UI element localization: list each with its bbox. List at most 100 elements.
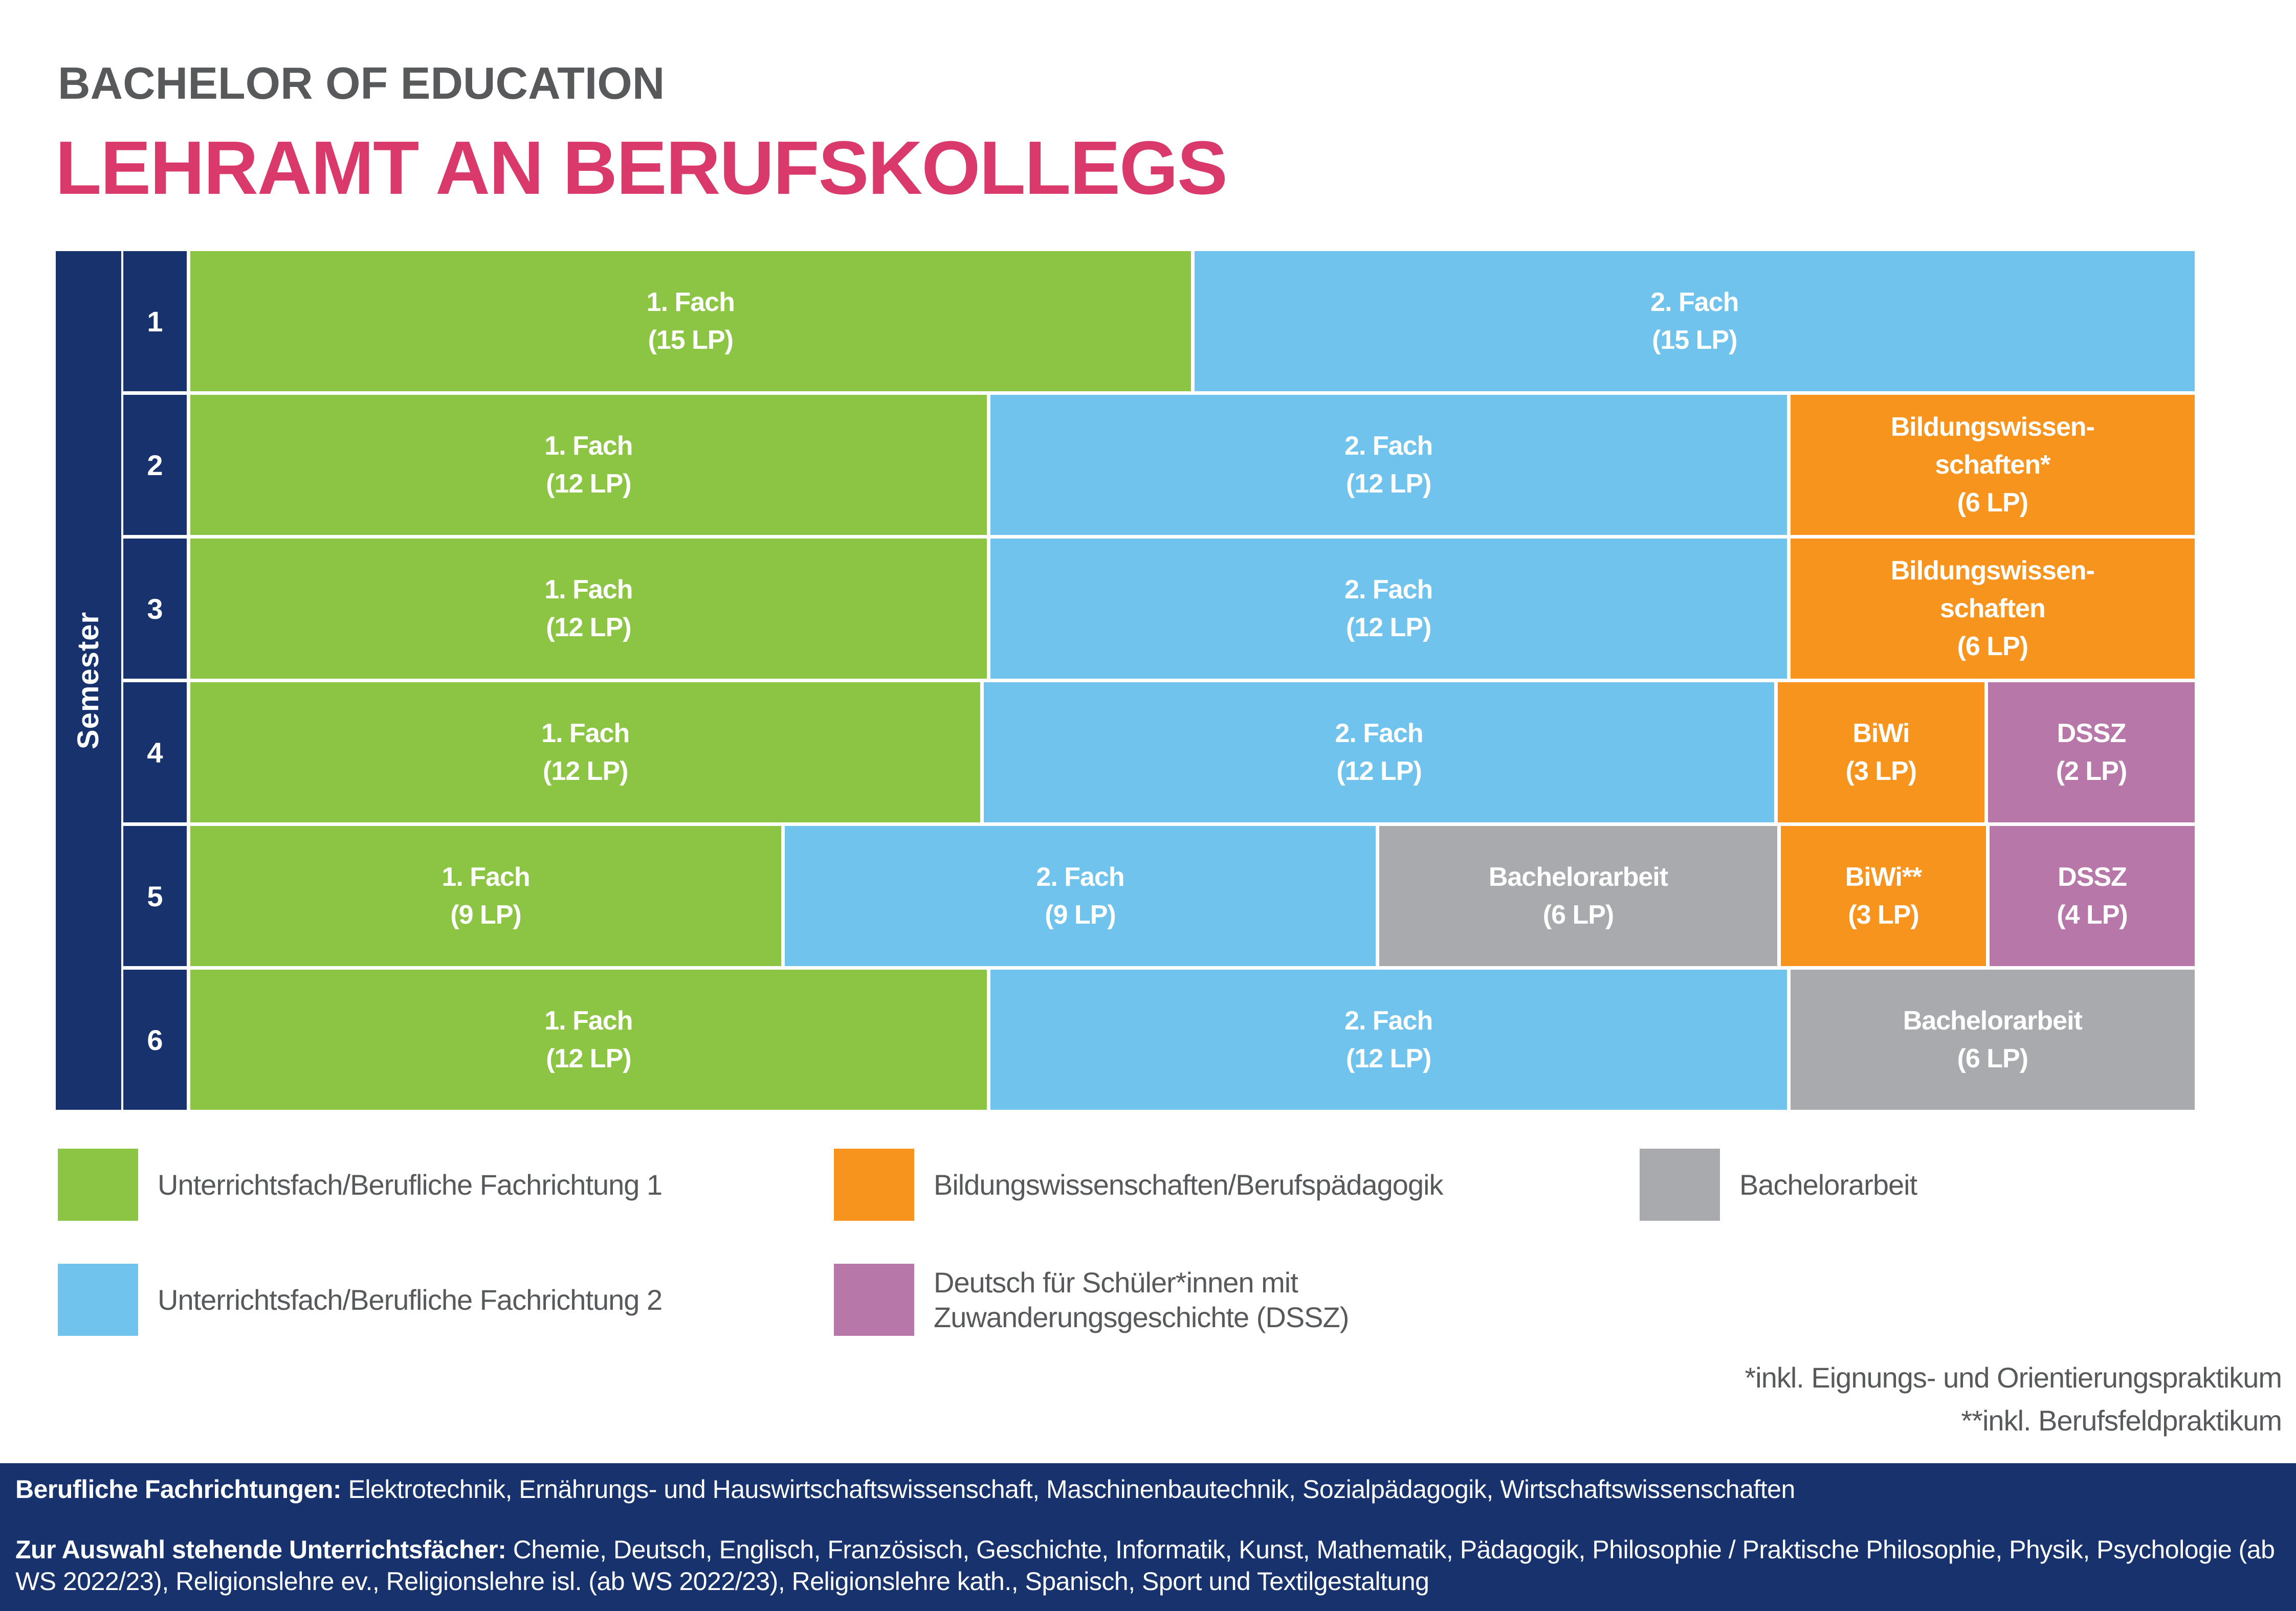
cell-text-line: (12 LP) (1346, 1044, 1431, 1073)
cell-text-line: (12 LP) (546, 469, 631, 499)
cell-text-line: (6 LP) (1957, 1044, 2028, 1073)
plan-cell-fach1: 1. Fach (9 LP) (190, 826, 781, 966)
footnote-2: **inkl. Berufsfeldpraktikum (1961, 1404, 2282, 1437)
legend-label-line: Bachelorarbeit (1739, 1168, 1917, 1201)
plan-cell-dssz: DSSZ (2 LP) (1988, 682, 2195, 822)
footnote-1: *inkl. Eignungs- und Orientierungsprakti… (1745, 1361, 2282, 1394)
cell-text-line: 2. Fach (1650, 287, 1739, 317)
plan-cell-fach1: 1. Fach (12 LP) (190, 395, 987, 535)
cell-text-line: 2. Fach (1344, 431, 1433, 461)
plan-cell-dssz: DSSZ (4 LP) (1990, 826, 2195, 966)
semester-number: 5 (123, 826, 187, 966)
cell-text-line: Bachelorarbeit (1488, 862, 1668, 892)
plan-cell-biwi: BiWi (3 LP) (1777, 682, 1984, 822)
legend-item-fach2: Unterrichtsfach/Berufliche Fachrichtung … (58, 1264, 834, 1336)
plan-cell-fach2: 2. Fach (9 LP) (785, 826, 1376, 966)
cell-text-line: (15 LP) (1652, 325, 1737, 355)
cell-text-line: (2 LP) (2056, 756, 2127, 786)
semester-row-3: 3 1. Fach (12 LP) 2. Fach (12 LP) Bildungswis… (123, 539, 2195, 679)
cell-text-line: (6 LP) (1957, 488, 2028, 518)
semester-number: 4 (123, 682, 187, 822)
cell-text-line: (12 LP) (1346, 469, 1431, 499)
semester-axis: Semester (56, 251, 121, 1110)
legend-label-line: Unterrichtsfach/Berufliche Fachrichtung … (158, 1168, 663, 1201)
footer-label-unterrichtsfaecher: Zur Auswahl stehende Unterrichtsfächer: (15, 1535, 506, 1564)
cell-text-line: Bachelorarbeit (1903, 1006, 2083, 1036)
semester-row-2: 2 1. Fach (12 LP) 2. Fach (12 LP) Bildungswis… (123, 395, 2195, 535)
legend-swatch-biwi (834, 1149, 914, 1221)
plan-cell-biwi: Bildungswissen-schaften (6 LP) (1790, 539, 2195, 679)
plan-cell-fach1: 1. Fach (12 LP) (190, 682, 981, 822)
semester-number: 2 (123, 395, 187, 535)
plan-cell-ba: Bachelorarbeit (6 LP) (1379, 826, 1777, 966)
cell-text-line: 1. Fach (544, 431, 633, 461)
cell-text-line: 1. Fach (646, 287, 735, 317)
legend-item-biwi: Bildungswissenschaften/Berufspädagogik (834, 1149, 1640, 1221)
cell-text-line: (3 LP) (1848, 900, 1919, 930)
cell-text-line: (12 LP) (1346, 613, 1431, 642)
cell-text-line: (12 LP) (1336, 756, 1422, 786)
legend-swatch-fach1 (58, 1149, 138, 1221)
cell-text-line: DSSZ (2058, 862, 2127, 892)
plan-cell-biwi: Bildungswissen-schaften* (6 LP) (1790, 395, 2195, 535)
cell-text-line: (12 LP) (546, 613, 631, 642)
cell-text-line: (3 LP) (1845, 756, 1917, 786)
legend-label: Deutsch für Schüler*innen mit Zuwanderung… (934, 1264, 1349, 1336)
semester-number: 3 (123, 539, 187, 679)
cell-text-line: 1. Fach (544, 1006, 633, 1036)
cell-text-line: (12 LP) (543, 756, 628, 786)
cell-text-line: 2. Fach (1344, 1006, 1433, 1036)
plan-grid: 1 1. Fach (15 LP) 2. Fach (15 LP) 2 1. Fach (12… (123, 251, 2195, 1110)
cell-text-line: DSSZ (2057, 719, 2127, 748)
footer-text-unterrichtsfaecher: Chemie, Deutsch, Englisch, Französisch, … (15, 1535, 2275, 1596)
legend: Unterrichtsfach/Berufliche Fachrichtung … (58, 1149, 1917, 1336)
legend-label-line: Bildungswissenschaften/Berufspädagogik (934, 1168, 1444, 1201)
legend-swatch-fach2 (58, 1264, 138, 1336)
cell-text-line: BiWi (1852, 719, 1910, 748)
plan-cell-fach1: 1. Fach (15 LP) (190, 251, 1191, 391)
footer-line-fachrichtungen: Berufliche Fachrichtungen: Elektrotechni… (15, 1473, 2281, 1505)
legend-item-ba: Bachelorarbeit (1640, 1149, 1917, 1221)
legend-swatch-ba (1640, 1149, 1720, 1221)
legend-label: Bachelorarbeit (1739, 1149, 1917, 1221)
legend-label: Bildungswissenschaften/Berufspädagogik (934, 1149, 1444, 1221)
semester-number: 6 (123, 970, 187, 1110)
cell-text-line: 2. Fach (1335, 719, 1424, 748)
cell-text-line: (6 LP) (1542, 900, 1614, 930)
cell-text-line: (6 LP) (1957, 632, 2028, 661)
cell-text-line: 1. Fach (541, 719, 630, 748)
footnotes: *inkl. Eignungs- und Orientierungsprakti… (1745, 1356, 2282, 1442)
plan-cell-fach2: 2. Fach (15 LP) (1194, 251, 2195, 391)
cell-text-line: 1. Fach (544, 575, 633, 605)
cell-text-line: (15 LP) (648, 325, 734, 355)
cell-text-line: Bildungswissen- (1890, 556, 2095, 586)
legend-label-line: Deutsch für Schüler*innen mit (934, 1266, 1298, 1299)
legend-swatch-dssz (834, 1264, 914, 1336)
legend-label-line: Zuwanderungsgeschichte (DSSZ) (934, 1301, 1349, 1333)
footer-bar: Berufliche Fachrichtungen: Elektrotechni… (0, 1463, 2296, 1611)
legend-label-line: Unterrichtsfach/Berufliche Fachrichtung … (158, 1283, 663, 1316)
footer-label-fachrichtungen: Berufliche Fachrichtungen: (15, 1475, 342, 1504)
semester-row-4: 4 1. Fach (12 LP) 2. Fach (12 LP) BiWi (3 LP) D… (123, 682, 2195, 822)
legend-item-dssz: Deutsch für Schüler*innen mit Zuwanderung… (834, 1264, 1640, 1336)
cell-text-line: (12 LP) (546, 1044, 631, 1073)
cell-text-line: 1. Fach (441, 862, 530, 892)
legend-label: Unterrichtsfach/Berufliche Fachrichtung … (158, 1264, 663, 1336)
plan-cell-fach2: 2. Fach (12 LP) (990, 539, 1787, 679)
semester-row-1: 1 1. Fach (15 LP) 2. Fach (15 LP) (123, 251, 2195, 391)
plan-cell-biwi: BiWi** (3 LP) (1781, 826, 1986, 966)
plan-cell-fach1: 1. Fach (12 LP) (190, 539, 987, 679)
legend-label: Unterrichtsfach/Berufliche Fachrichtung … (158, 1149, 663, 1221)
semester-row-5: 5 1. Fach (9 LP) 2. Fach (9 LP) Bachelorarbei… (123, 826, 2195, 966)
plan-cell-fach2: 2. Fach (12 LP) (990, 395, 1787, 535)
cell-text-line: schaften (1939, 594, 2046, 623)
semester-row-6: 6 1. Fach (12 LP) 2. Fach (12 LP) Bachelorarb… (123, 970, 2195, 1110)
plan-cell-fach1: 1. Fach (12 LP) (190, 970, 987, 1110)
degree-eyebrow: BACHELOR OF EDUCATION (58, 58, 665, 108)
cell-text-line: 2. Fach (1344, 575, 1433, 605)
cell-text-line: (4 LP) (2057, 900, 2128, 930)
semester-plan-table: Semester 1 1. Fach (15 LP) 2. Fach (15 LP) 2 1… (56, 251, 2195, 1110)
cell-text-line: (9 LP) (450, 900, 521, 930)
footer-line-unterrichtsfaecher: Zur Auswahl stehende Unterrichtsfächer: … (15, 1534, 2281, 1597)
